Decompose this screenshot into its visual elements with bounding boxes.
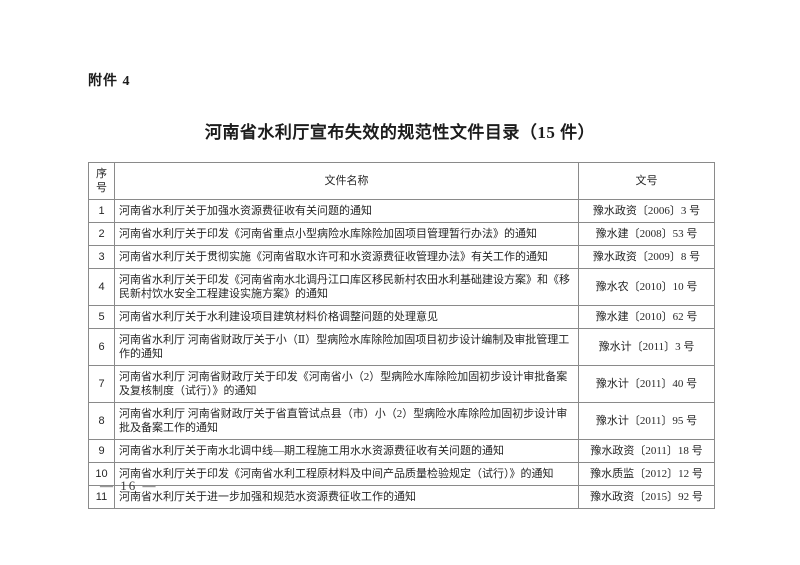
row-document-name: 河南省水利厅 河南省财政厅关于印发《河南省小（2）型病险水库除险加固初步设计审批… [114, 365, 579, 403]
row-document-number: 豫水质监〔2012〕12 号 [578, 462, 715, 486]
row-serial-number: 9 [88, 439, 115, 463]
row-document-name: 河南省水利厅 河南省财政厅关于省直管试点县（市）小（2）型病险水库除险加固初步设… [114, 402, 579, 440]
row-document-name: 河南省水利厅关于南水北调中线—期工程施工用水水资源费征收有关问题的通知 [114, 439, 579, 463]
row-document-number: 豫水计〔2011〕3 号 [578, 328, 715, 366]
row-document-name: 河南省水利厅关于进一步加强和规范水资源费征收工作的通知 [114, 485, 579, 509]
header-serial-number: 序号 [88, 162, 115, 200]
table-row: 1 河南省水利厅关于加强水资源费征收有关问题的通知 豫水政资〔2006〕3 号 [88, 199, 715, 223]
row-document-name: 河南省水利厅关于印发《河南省水利工程原材料及中间产品质量检验规定（试行）》的通知 [114, 462, 579, 486]
row-document-number: 豫水建〔2008〕53 号 [578, 222, 715, 246]
table-row: 3 河南省水利厅关于贯彻实施《河南省取水许可和水资源费征收管理办法》有关工作的通… [88, 245, 715, 269]
table-row: 9 河南省水利厅关于南水北调中线—期工程施工用水水资源费征收有关问题的通知 豫水… [88, 439, 715, 463]
row-document-number: 豫水建〔2010〕62 号 [578, 305, 715, 329]
document-title: 河南省水利厅宣布失效的规范性文件目录（15 件） [204, 123, 596, 142]
row-document-name: 河南省水利厅关于印发《河南省重点小型病险水库除险加固项目管理暂行办法》的通知 [114, 222, 579, 246]
page-number: — 16 — [100, 478, 158, 493]
documents-table: 序号 文件名称 文号 1 河南省水利厅关于加强水资源费征收有关问题的通知 豫水政… [88, 162, 715, 509]
table-row: 8 河南省水利厅 河南省财政厅关于省直管试点县（市）小（2）型病险水库除险加固初… [88, 402, 715, 440]
row-serial-number: 3 [88, 245, 115, 269]
row-serial-number: 1 [88, 199, 115, 223]
row-document-name: 河南省水利厅关于印发《河南省南水北调丹江口库区移民新村农田水利基础建设方案》和《… [114, 268, 579, 306]
table-row: 6 河南省水利厅 河南省财政厅关于小（Ⅱ）型病险水库除险加固项目初步设计编制及审… [88, 328, 715, 366]
table-row: 5 河南省水利厅关于水利建设项目建筑材料价格调整问题的处理意见 豫水建〔2010… [88, 305, 715, 329]
row-document-number: 豫水政资〔2009〕8 号 [578, 245, 715, 269]
row-document-number: 豫水政资〔2015〕92 号 [578, 485, 715, 509]
row-document-name: 河南省水利厅关于加强水资源费征收有关问题的通知 [114, 199, 579, 223]
table-row: 7 河南省水利厅 河南省财政厅关于印发《河南省小（2）型病险水库除险加固初步设计… [88, 365, 715, 403]
table-row: 11 河南省水利厅关于进一步加强和规范水资源费征收工作的通知 豫水政资〔2015… [88, 485, 715, 509]
header-document-name: 文件名称 [114, 162, 579, 200]
table-header-row: 序号 文件名称 文号 [88, 162, 715, 200]
row-document-name: 河南省水利厅关于贯彻实施《河南省取水许可和水资源费征收管理办法》有关工作的通知 [114, 245, 579, 269]
row-document-name: 河南省水利厅 河南省财政厅关于小（Ⅱ）型病险水库除险加固项目初步设计编制及审批管… [114, 328, 579, 366]
row-document-number: 豫水计〔2011〕40 号 [578, 365, 715, 403]
row-document-number: 豫水农〔2010〕10 号 [578, 268, 715, 306]
row-serial-number: 2 [88, 222, 115, 246]
row-document-name: 河南省水利厅关于水利建设项目建筑材料价格调整问题的处理意见 [114, 305, 579, 329]
row-serial-number: 5 [88, 305, 115, 329]
table-row: 2 河南省水利厅关于印发《河南省重点小型病险水库除险加固项目管理暂行办法》的通知… [88, 222, 715, 246]
row-serial-number: 8 [88, 402, 115, 440]
header-document-number: 文号 [578, 162, 715, 200]
row-serial-number: 10 [88, 462, 115, 486]
row-serial-number: 11 [88, 485, 115, 509]
row-document-number: 豫水政资〔2006〕3 号 [578, 199, 715, 223]
row-serial-number: 6 [88, 328, 115, 366]
table-row: 4 河南省水利厅关于印发《河南省南水北调丹江口库区移民新村农田水利基础建设方案》… [88, 268, 715, 306]
row-serial-number: 4 [88, 268, 115, 306]
row-serial-number: 7 [88, 365, 115, 403]
attachment-label: 附件 4 [88, 74, 131, 89]
row-document-number: 豫水计〔2011〕95 号 [578, 402, 715, 440]
row-document-number: 豫水政资〔2011〕18 号 [578, 439, 715, 463]
table-row: 10 河南省水利厅关于印发《河南省水利工程原材料及中间产品质量检验规定（试行）》… [88, 462, 715, 486]
